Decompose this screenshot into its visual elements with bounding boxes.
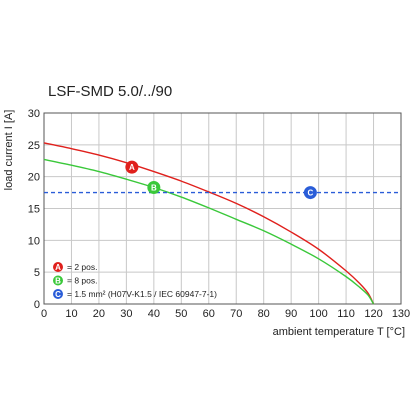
y-tick-label: 15 — [28, 204, 40, 216]
marker-dot — [147, 180, 161, 194]
y-tick-label: 10 — [28, 235, 40, 247]
y-tick-label: 30 — [28, 108, 40, 120]
y-tick-label: 5 — [34, 267, 40, 279]
plot-frame — [43, 112, 402, 305]
x-tick-label: 0 — [41, 308, 47, 320]
x-tick-label: 120 — [364, 308, 382, 320]
x-tick-label: 60 — [203, 308, 215, 320]
legend-letter: B — [55, 276, 61, 285]
legend-letter: A — [55, 263, 61, 272]
series-marker-c: C — [303, 186, 317, 200]
legend: A = 2 pos. B = 8 pos. C = 1.5 mm² (H07V-K1.5 … — [53, 262, 217, 299]
x-tick-label: 40 — [148, 308, 160, 320]
legend-letter: C — [55, 290, 61, 299]
x-tick-label: 20 — [93, 308, 105, 320]
x-tick-label: 50 — [175, 308, 187, 320]
legend-item-a: A = 2 pos. — [53, 262, 97, 272]
x-tick-label: 130 — [392, 308, 410, 320]
marker-letter: C — [307, 189, 313, 198]
legend-dot — [53, 262, 63, 272]
x-tick-label: 30 — [120, 308, 132, 320]
legend-item-b: B = 8 pos. — [53, 275, 97, 286]
grid — [43, 112, 402, 305]
x-tick-label: 90 — [285, 308, 297, 320]
chart-title: LSF-SMD 5.0/../90 — [48, 83, 172, 100]
y-tick-label: 25 — [28, 140, 40, 152]
x-axis-label: ambient temperature T [°C] — [273, 326, 405, 338]
y-tick-label: 20 — [28, 172, 40, 184]
legend-dot — [53, 289, 63, 299]
x-tick-label: 70 — [230, 308, 242, 320]
series-line-b — [43, 158, 375, 305]
legend-item-c: C = 1.5 mm² (H07V-K1.5 / IEC 60947-7-1) — [53, 289, 217, 299]
marker-letter: A — [129, 163, 135, 172]
series-line-a — [43, 142, 375, 305]
x-tick-label: 100 — [309, 308, 327, 320]
legend-dot — [53, 275, 63, 286]
marker-letter: B — [151, 183, 157, 192]
x-tick-label: 110 — [337, 308, 355, 320]
y-tick-label: 0 — [34, 299, 40, 311]
series-marker-b: B — [147, 180, 161, 194]
legend-label: = 8 pos. — [67, 276, 97, 286]
x-tick-label: 80 — [258, 308, 270, 320]
series-lines — [43, 142, 401, 305]
marker-dot — [303, 186, 317, 200]
tick-labels: 0 10 20 30 40 50 60 70 80 90 100 110 120 130 0 5 10 15 20 2… — [28, 108, 410, 320]
y-axis-label: load current I [A] — [3, 110, 15, 191]
legend-label: = 1.5 mm² (H07V-K1.5 / IEC 60947-7-1) — [67, 289, 217, 299]
series-markers: A B C — [125, 160, 317, 200]
legend-label: = 2 pos. — [67, 262, 97, 272]
marker-dot — [125, 160, 139, 174]
series-marker-a: A — [125, 160, 139, 174]
x-tick-label: 10 — [65, 308, 77, 320]
